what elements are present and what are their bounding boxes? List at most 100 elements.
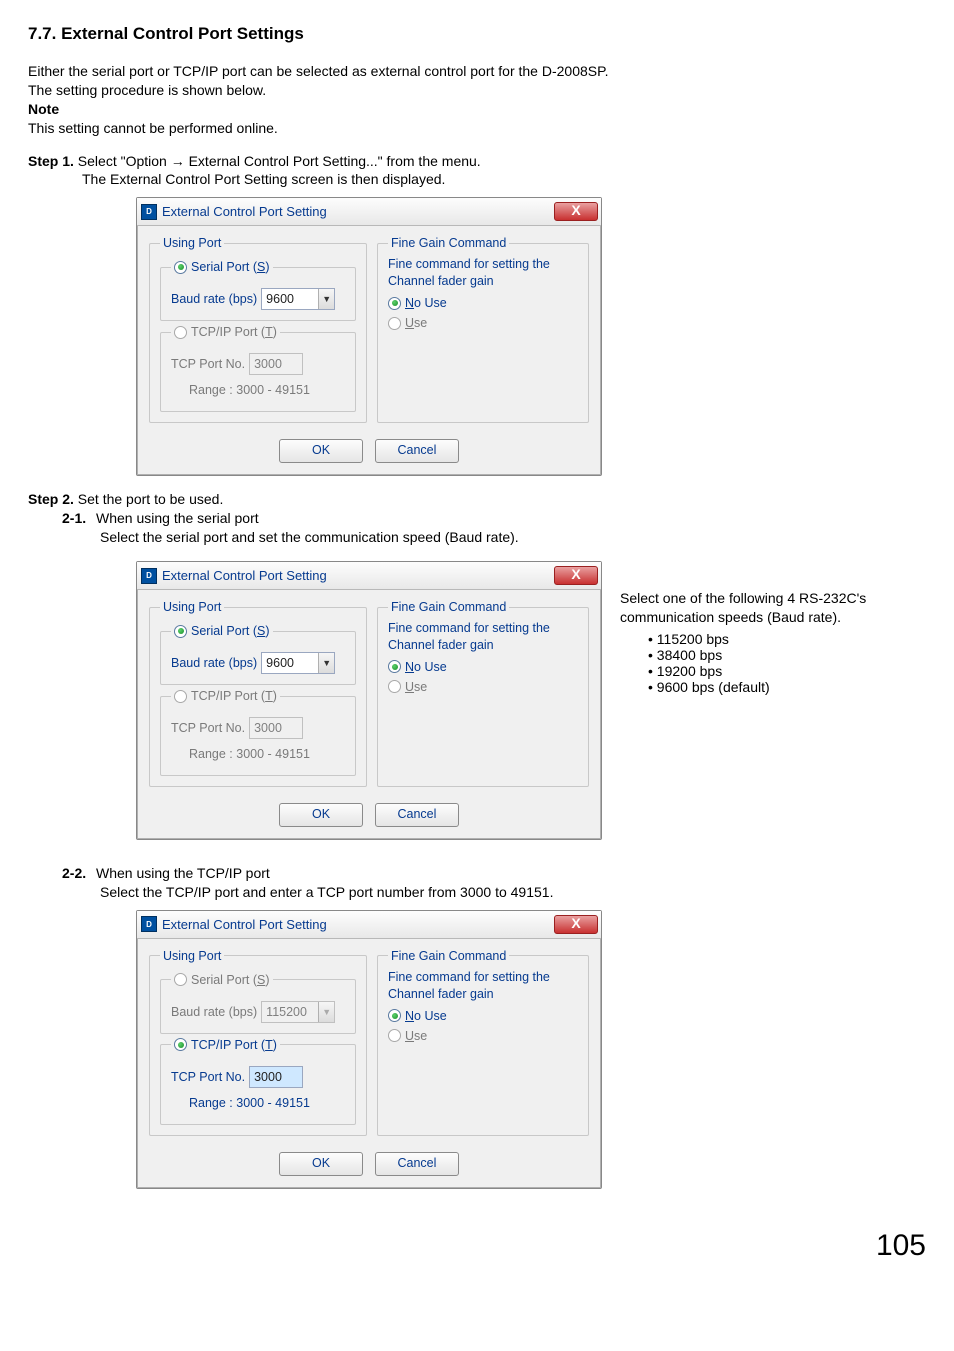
- radio-off-icon: [388, 1029, 401, 1042]
- use-radio[interactable]: Use: [388, 680, 578, 694]
- close-button[interactable]: X: [554, 202, 598, 221]
- app-icon: D: [141, 204, 157, 220]
- cancel-button[interactable]: Cancel: [375, 1152, 459, 1176]
- fine-gain-group: Fine Gain Command Fine command for setti…: [377, 949, 589, 1136]
- list-item: 19200 bps: [648, 663, 926, 679]
- using-port-group: Using Port Serial Port (S) Baud rate (bp…: [149, 600, 367, 787]
- radio-dot-icon: [174, 625, 187, 638]
- step-2-1-line-2: Select the serial port and set the commu…: [100, 528, 926, 547]
- baud-label: Baud rate (bps): [171, 1005, 257, 1019]
- use-radio[interactable]: Use: [388, 1029, 578, 1043]
- tcp-range: Range : 3000 - 49151: [189, 747, 345, 761]
- cancel-button[interactable]: Cancel: [375, 439, 459, 463]
- using-port-legend: Using Port: [160, 600, 224, 614]
- step-2-2-label: 2-2.: [62, 864, 96, 883]
- titlebar: D External Control Port Setting X: [137, 911, 601, 939]
- step-2-label: Step 2.: [28, 491, 74, 507]
- baud-combo[interactable]: ▼: [261, 288, 335, 310]
- dialog-title: External Control Port Setting: [162, 568, 327, 583]
- tcp-port-group: TCP/IP Port (T) TCP Port No. Range : 300…: [160, 325, 356, 412]
- step-2-text: Set the port to be used.: [78, 491, 224, 507]
- step-2-1-label: 2-1.: [62, 509, 96, 528]
- radio-off-icon: [388, 680, 401, 693]
- baud-label: Baud rate (bps): [171, 292, 257, 306]
- baud-row: Baud rate (bps) ▼: [171, 652, 345, 674]
- step-1-label: Step 1.: [28, 153, 74, 169]
- use-radio[interactable]: Use: [388, 316, 578, 330]
- titlebar: D External Control Port Setting X: [137, 562, 601, 590]
- chevron-down-icon[interactable]: ▼: [318, 653, 334, 673]
- no-use-radio[interactable]: No Use: [388, 1009, 578, 1023]
- tcp-port-row: TCP Port No.: [171, 717, 345, 739]
- fine-gain-group: Fine Gain Command Fine command for setti…: [377, 236, 589, 423]
- tcp-port-radio[interactable]: TCP/IP Port (T): [171, 325, 280, 339]
- dialog-1: D External Control Port Setting X Using …: [136, 197, 602, 476]
- tcp-port-input: [249, 717, 303, 739]
- step-2-2-line-1: When using the TCP/IP port: [96, 865, 270, 881]
- tcp-port-radio[interactable]: TCP/IP Port (T): [171, 689, 280, 703]
- step-2-1: 2-1.When using the serial port: [62, 509, 926, 528]
- baud-label: Baud rate (bps): [171, 656, 257, 670]
- step-1-line-1: Select "Option → External Control Port S…: [78, 153, 481, 169]
- no-use-radio[interactable]: No Use: [388, 296, 578, 310]
- ok-button[interactable]: OK: [279, 1152, 363, 1176]
- dialog-title: External Control Port Setting: [162, 917, 327, 932]
- close-button[interactable]: X: [554, 915, 598, 934]
- serial-port-group: Serial Port (S) Baud rate (bps) ▼: [160, 973, 356, 1034]
- tcp-port-input: [249, 353, 303, 375]
- step-2-2-line-2: Select the TCP/IP port and enter a TCP p…: [100, 883, 926, 902]
- baud-options-text: Select one of the following 4 RS-232C's …: [620, 553, 926, 695]
- tcp-port-group: TCP/IP Port (T) TCP Port No. Range : 300…: [160, 689, 356, 776]
- tcp-port-row: TCP Port No.: [171, 353, 345, 375]
- radio-dot-icon: [388, 660, 401, 673]
- serial-port-radio[interactable]: Serial Port (S): [171, 260, 273, 274]
- fine-desc: Fine command for setting the Channel fad…: [388, 969, 578, 1003]
- serial-port-radio[interactable]: Serial Port (S): [171, 624, 273, 638]
- tcp-range: Range : 3000 - 49151: [189, 1096, 345, 1110]
- radio-off-icon: [174, 973, 187, 986]
- tcp-port-input[interactable]: [249, 1066, 303, 1088]
- ok-button[interactable]: OK: [279, 439, 363, 463]
- using-port-group: Using Port Serial Port (S) Baud rate (bp…: [149, 949, 367, 1136]
- step-1-line-2: The External Control Port Setting screen…: [82, 170, 926, 189]
- page-title: 7.7. External Control Port Settings: [28, 24, 926, 44]
- using-port-legend: Using Port: [160, 949, 224, 963]
- tcp-port-no-label: TCP Port No.: [171, 1070, 245, 1084]
- step-2-2: 2-2.When using the TCP/IP port: [62, 864, 926, 883]
- tcp-port-row: TCP Port No.: [171, 1066, 345, 1088]
- radio-off-icon: [174, 326, 187, 339]
- using-port-legend: Using Port: [160, 236, 224, 250]
- tcp-range: Range : 3000 - 49151: [189, 383, 345, 397]
- radio-dot-icon: [174, 261, 187, 274]
- intro-line-1: Either the serial port or TCP/IP port ca…: [28, 62, 926, 81]
- tcp-port-radio[interactable]: TCP/IP Port (T): [171, 1038, 280, 1052]
- note-label: Note: [28, 100, 926, 119]
- tcp-port-no-label: TCP Port No.: [171, 357, 245, 371]
- fine-gain-group: Fine Gain Command Fine command for setti…: [377, 600, 589, 787]
- ok-button[interactable]: OK: [279, 803, 363, 827]
- step-2-1-line-1: When using the serial port: [96, 510, 259, 526]
- dialog-title: External Control Port Setting: [162, 204, 327, 219]
- step-2: Step 2. Set the port to be used.: [28, 490, 926, 509]
- app-icon: D: [141, 568, 157, 584]
- chevron-down-icon[interactable]: ▼: [318, 289, 334, 309]
- radio-dot-icon: [388, 1009, 401, 1022]
- close-button[interactable]: X: [554, 566, 598, 585]
- fine-gain-legend: Fine Gain Command: [388, 236, 509, 250]
- serial-port-group: Serial Port (S) Baud rate (bps) ▼: [160, 624, 356, 685]
- chevron-down-icon: ▼: [318, 1002, 334, 1022]
- fine-desc: Fine command for setting the Channel fad…: [388, 256, 578, 290]
- serial-port-group: Serial Port (S) Baud rate (bps) ▼: [160, 260, 356, 321]
- fine-gain-legend: Fine Gain Command: [388, 949, 509, 963]
- radio-off-icon: [388, 317, 401, 330]
- tcp-port-group: TCP/IP Port (T) TCP Port No. Range : 300…: [160, 1038, 356, 1125]
- baud-combo[interactable]: ▼: [261, 652, 335, 674]
- tcp-port-no-label: TCP Port No.: [171, 721, 245, 735]
- using-port-group: Using Port Serial Port (S) Baud rate (bp…: [149, 236, 367, 423]
- serial-port-radio[interactable]: Serial Port (S): [171, 973, 273, 987]
- baud-combo: ▼: [261, 1001, 335, 1023]
- baud-row: Baud rate (bps) ▼: [171, 288, 345, 310]
- no-use-radio[interactable]: No Use: [388, 660, 578, 674]
- baud-row: Baud rate (bps) ▼: [171, 1001, 345, 1023]
- cancel-button[interactable]: Cancel: [375, 803, 459, 827]
